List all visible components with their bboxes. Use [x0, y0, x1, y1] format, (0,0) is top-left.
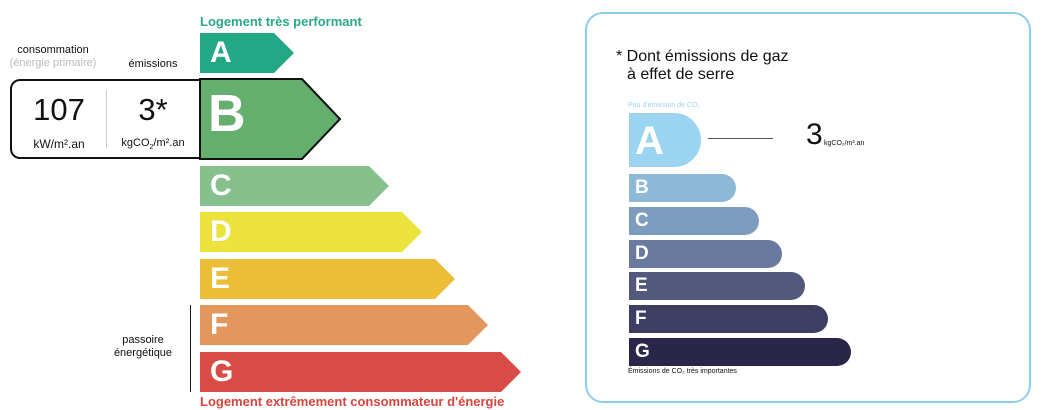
- class-bar-a: A: [200, 33, 294, 73]
- passoire-bracket: [190, 305, 191, 392]
- ges-class-e: E: [629, 272, 805, 300]
- class-bar-b-current: [199, 78, 342, 160]
- ges-unit: kgCO₂/m².an: [824, 140, 865, 147]
- top-label: Logement très performant: [200, 14, 362, 29]
- divider: [106, 90, 107, 148]
- ges-value: 3: [806, 118, 823, 151]
- bottom-label: Logement extrêmement consommateur d'éner…: [200, 394, 505, 409]
- ges-class-b: B: [629, 174, 736, 202]
- emissions-value: 3*: [138, 92, 168, 127]
- unit-part: /m².an: [153, 137, 185, 149]
- emissions-unit: kgCO2/m².an: [107, 137, 199, 151]
- passoire-label: passoire énergétique: [113, 334, 173, 359]
- class-letter-b: B: [208, 85, 246, 143]
- ges-class-c: C: [629, 207, 759, 235]
- ges-title-2: à effet de serre: [627, 66, 735, 83]
- ges-title-1: * Dont émissions de gaz: [616, 48, 789, 65]
- class-bar-f: F: [200, 305, 488, 345]
- class-bar-e: E: [200, 259, 455, 299]
- ges-class-g: G: [629, 338, 851, 366]
- unit-part: kgCO: [121, 137, 150, 149]
- ges-pointer-line: [708, 138, 773, 139]
- consumption-sub-label: (énergie primaire): [9, 57, 97, 69]
- ges-bottom-label: Émissions de CO₂ très importantes: [628, 368, 737, 375]
- consumption-value: 107: [33, 92, 85, 127]
- ges-panel: [585, 12, 1031, 403]
- unit-sub: 2: [149, 144, 154, 152]
- values-box: [10, 79, 204, 159]
- consumption-unit: kW/m².an: [33, 137, 85, 151]
- class-bar-g: G: [200, 352, 521, 392]
- consumption-label: consommation: [17, 44, 89, 56]
- ges-class-d: D: [629, 240, 782, 268]
- emissions-label: émissions: [128, 58, 178, 70]
- ges-class-a-current: A: [629, 113, 701, 167]
- ges-class-f: F: [629, 305, 828, 333]
- class-bar-d: D: [200, 212, 422, 252]
- ges-top-label: Peu d'émission de CO₂: [628, 102, 701, 109]
- class-bar-c: C: [200, 166, 389, 206]
